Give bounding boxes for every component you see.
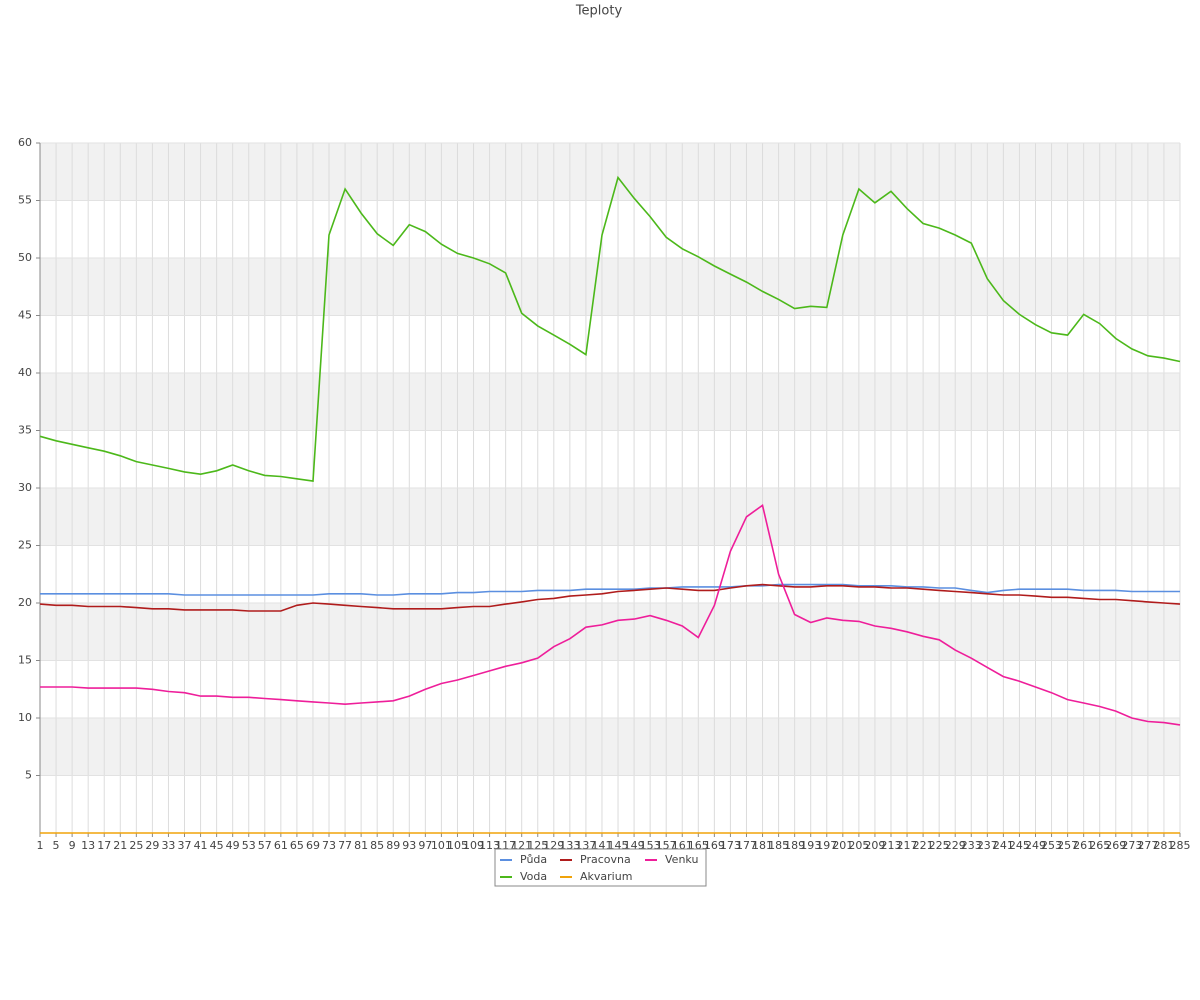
x-tick-label: 65 [290,839,304,852]
x-tick-label: 9 [69,839,76,852]
y-tick-label: 20 [18,596,32,609]
grid-band [40,603,1180,661]
x-tick-label: 257 [1057,839,1078,852]
series-line [40,503,1181,726]
x-tick-label: 185 [768,839,789,852]
x-tick-label: 61 [274,839,288,852]
y-tick-label: 55 [18,194,32,207]
x-tick-label: 13 [81,839,95,852]
grid-band [40,488,1180,546]
x-tick-label: 17 [97,839,111,852]
x-tick-label: 69 [306,839,320,852]
legend-label: Půda [520,853,547,866]
x-tick-label: 241 [993,839,1014,852]
legend-label: Venku [665,853,698,866]
y-tick-label: 35 [18,424,32,437]
x-tick-label: 49 [226,839,240,852]
x-tick-label: 201 [832,839,853,852]
grid-band [40,143,1180,201]
x-tick-label: 89 [386,839,400,852]
x-tick-label: 105 [447,839,468,852]
x-tick-label: 93 [402,839,416,852]
x-tick-label: 73 [322,839,336,852]
x-tick-label: 233 [961,839,982,852]
x-tick-label: 281 [1153,839,1174,852]
x-tick-label: 45 [210,839,224,852]
x-tick-label: 277 [1137,839,1158,852]
x-tick-label: 33 [161,839,175,852]
x-tick-label: 189 [784,839,805,852]
legend-box [494,848,707,887]
series-line [39,175,1181,483]
x-tick-label: 29 [145,839,159,852]
x-tick-label: 269 [1105,839,1126,852]
x-tick-label: 169 [704,839,725,852]
y-tick-label: 15 [18,654,32,667]
x-tick-label: 193 [800,839,821,852]
x-tick-label: 225 [929,839,950,852]
x-tick-label: 57 [258,839,272,852]
x-tick-label: 1 [37,839,44,852]
legend-label: Voda [520,870,547,883]
x-tick-label: 37 [178,839,192,852]
x-tick-label: 221 [913,839,934,852]
grid-band [40,258,1180,316]
x-tick-label: 21 [113,839,127,852]
y-tick-label: 30 [18,481,32,494]
x-tick-label: 173 [720,839,741,852]
x-tick-label: 229 [945,839,966,852]
x-tick-label: 261 [1073,839,1094,852]
legend-label: Akvarium [580,870,632,883]
x-tick-label: 25 [129,839,143,852]
grid-band [40,718,1180,776]
x-tick-label: 213 [880,839,901,852]
x-tick-label: 177 [736,839,757,852]
x-tick-label: 41 [194,839,208,852]
y-tick-label: 25 [18,539,32,552]
x-tick-label: 245 [1009,839,1030,852]
x-tick-label: 53 [242,839,256,852]
x-tick-label: 253 [1041,839,1062,852]
x-tick-label: 209 [864,839,885,852]
x-tick-label: 273 [1121,839,1142,852]
series-line [40,583,1180,596]
x-tick-label: 285 [1170,839,1191,852]
y-tick-label: 45 [18,309,32,322]
x-tick-label: 181 [752,839,773,852]
x-tick-label: 85 [370,839,384,852]
grid-band [40,373,1180,431]
x-tick-label: 101 [431,839,452,852]
x-tick-label: 217 [897,839,918,852]
x-tick-label: 81 [354,839,368,852]
y-tick-label: 60 [18,136,32,149]
x-tick-label: 109 [463,839,484,852]
y-tick-label: 50 [18,251,32,264]
x-tick-label: 249 [1025,839,1046,852]
x-tick-label: 77 [338,839,352,852]
y-tick-label: 10 [18,711,32,724]
series-line [39,583,1181,612]
legend-label: Pracovna [580,853,631,866]
x-tick-label: 237 [977,839,998,852]
x-tick-label: 197 [816,839,837,852]
x-tick-label: 205 [848,839,869,852]
x-tick-label: 5 [53,839,60,852]
chart-title: Teploty [575,4,623,19]
y-tick-label: 40 [18,366,32,379]
x-tick-label: 97 [418,839,432,852]
y-tick-label: 5 [25,769,32,782]
x-tick-label: 265 [1089,839,1110,852]
